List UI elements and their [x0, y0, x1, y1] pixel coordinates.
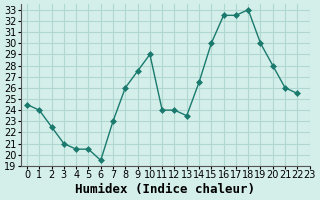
X-axis label: Humidex (Indice chaleur): Humidex (Indice chaleur) [75, 183, 255, 196]
